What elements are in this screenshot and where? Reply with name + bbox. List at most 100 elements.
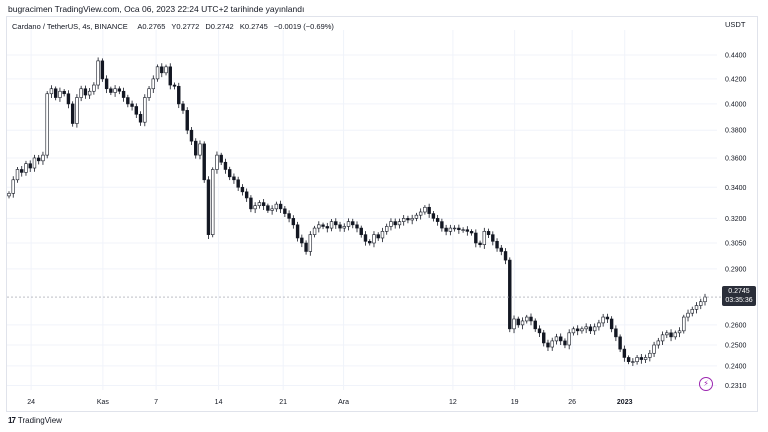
candle-body [206,179,211,235]
candle-body [427,206,431,214]
candle-body [92,84,96,92]
candle-body [622,348,627,358]
open-value: A0.2765 [137,22,166,31]
close-value: K0.2745 [239,22,268,31]
candle-body [469,231,474,234]
candle-body [185,110,189,131]
x-tick-label: Kas [97,399,110,406]
candle-body [236,179,240,188]
currency-unit: USDT [725,20,746,29]
candle-body [380,231,385,239]
footer: 17 TradingView [8,416,62,425]
candle-body [368,241,372,244]
candle-body [194,140,198,156]
high-value: Y0.2772 [171,22,200,31]
candle-body [244,191,249,199]
candle-body [300,237,304,244]
candle-body [440,221,444,229]
publish-caption: bugracimen TradingView.com, Oca 06, 2023… [8,4,305,14]
x-tick-label: 21 [279,399,287,406]
candle-body [321,224,325,227]
y-tick-label: 0.2600 [725,322,747,329]
x-tick-label: 2023 [617,399,633,406]
candle-body [151,78,155,90]
candle-body [423,206,427,213]
candle-body [211,169,215,235]
candle-body [325,226,329,229]
candle-body [295,224,300,239]
candle-body [270,208,274,211]
candle-body [363,234,368,242]
candle-body [516,318,520,326]
y-tick-label: 0.3400 [725,185,747,192]
candle-body [537,328,542,334]
candle-body [117,88,122,92]
change-value: −0.0019 (−0.69%) [273,22,334,31]
candle-body [376,234,380,239]
candle-body [266,205,270,211]
candle-body [147,88,151,98]
candle-body [401,218,406,222]
candle-body [601,316,605,324]
candle-body [682,316,686,332]
candle-body [580,328,584,332]
candle-body [338,224,342,229]
candle-body [215,154,219,170]
y-tick-label: 0.4000 [725,101,747,108]
last-price-value: 0.2745 [728,288,750,295]
candle-body [41,154,45,162]
candle-body [635,357,639,362]
candle-body [397,221,402,226]
candle-body [359,227,363,235]
candle-body [643,357,648,360]
candle-body [461,229,465,231]
candle-body [660,334,665,342]
x-tick-label: 7 [154,399,158,406]
candle-body [342,226,346,229]
lightning-icon[interactable]: ⚡ [699,377,713,391]
candle-body [130,103,134,107]
candle-body [486,231,491,235]
candle-body [584,326,588,330]
candle-body [261,202,266,207]
candle-body [249,197,253,210]
candle-body [571,328,576,334]
candle-body [79,88,83,98]
symbol-legend: Cardano / TetherUS, 4s, BINANCE A0.2765 … [12,22,334,31]
tradingview-logo-icon: 17 [8,416,16,425]
last-price-tag: 0.2745 03:35:36 [722,286,756,306]
candle-body [58,90,62,98]
candle-body [563,340,567,346]
candle-body [452,227,457,230]
candle-body [567,332,571,346]
candle-body [605,316,610,320]
y-tick-label: 0.2500 [725,342,747,349]
chart-frame[interactable] [6,16,758,412]
candle-body [181,103,185,111]
low-value: D0.2742 [205,22,234,31]
candle-body [227,169,232,178]
candle-body [278,203,283,210]
candle-body [28,163,32,169]
candle-body [143,97,147,123]
candle-body [334,221,338,226]
candle-body [673,332,677,338]
candle-body [431,213,436,219]
candle-body [418,211,423,216]
candle-body [351,221,355,226]
candle-body [274,203,279,210]
candle-body [491,234,495,242]
candle-body [503,251,508,261]
symbol-label: Cardano / TetherUS, 4s, BINANCE [12,22,128,31]
candle-body [406,218,410,221]
candle-body [155,66,160,80]
candle-body [283,208,287,214]
candle-body [66,93,71,105]
candle-body [533,320,537,330]
candle-body [474,232,478,244]
x-tick-label: 26 [568,399,576,406]
candle-body [32,157,37,169]
candle-body [308,234,313,252]
candle-body [699,301,703,306]
